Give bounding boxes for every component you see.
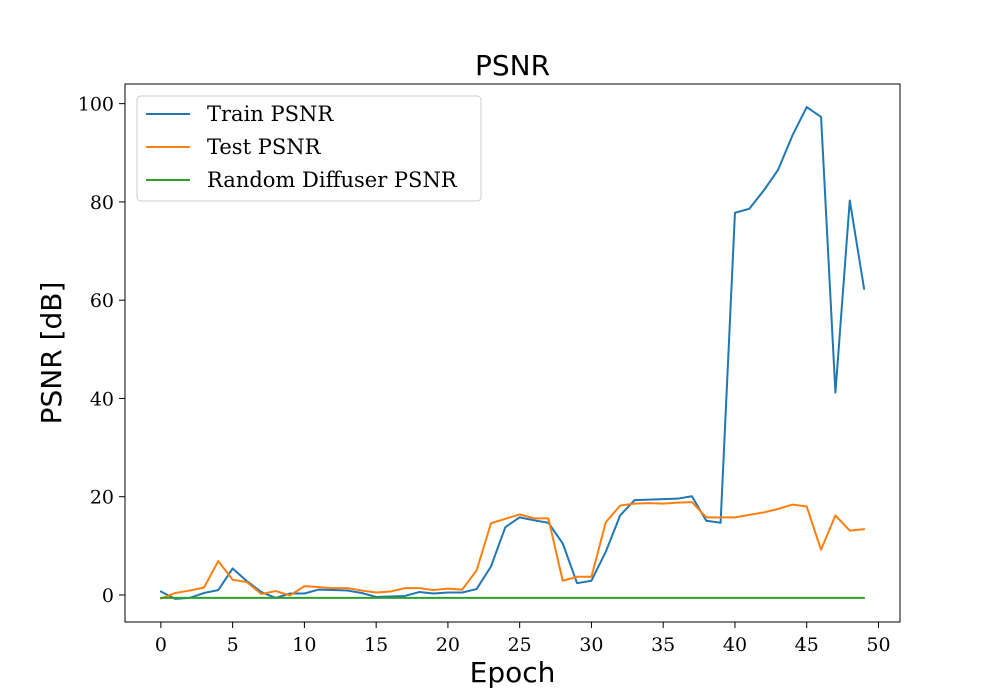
y-tick-label: 20 — [90, 487, 114, 509]
plot-area — [159, 106, 866, 600]
x-tick-label: 50 — [866, 634, 890, 656]
legend-box — [136, 95, 482, 202]
y-tick-label: 80 — [90, 192, 114, 214]
x-tick-label: 35 — [651, 634, 675, 656]
chart-title: PSNR — [475, 49, 550, 82]
x-tick-label: 20 — [436, 634, 460, 656]
legend: Train PSNR Test PSNR Random Diffuser PSNR — [136, 95, 482, 202]
x-axis-label: Epoch — [470, 656, 556, 689]
axes-frame — [124, 83, 901, 623]
y-tick-label: 60 — [90, 290, 114, 312]
x-axis: 0 5 10 15 20 25 30 35 40 45 50 — [155, 622, 891, 656]
legend-label: Random Diffuser PSNR — [207, 168, 458, 192]
x-tick-label: 0 — [155, 634, 167, 656]
x-tick-label: 30 — [579, 634, 603, 656]
x-tick-label: 40 — [723, 634, 747, 656]
x-tick-label: 5 — [227, 634, 239, 656]
y-tick-label: 0 — [102, 585, 114, 607]
legend-label: Train PSNR — [207, 102, 334, 126]
legend-label: Test PSNR — [207, 135, 322, 159]
x-tick-label: 10 — [292, 634, 316, 656]
y-tick-label: 100 — [78, 94, 114, 116]
x-tick-label: 25 — [508, 634, 532, 656]
y-axis: 0 20 40 60 80 100 — [78, 94, 125, 607]
series-line-1 — [159, 501, 866, 600]
x-tick-label: 15 — [364, 634, 388, 656]
y-axis-label: PSNR [dB] — [35, 282, 68, 425]
y-tick-label: 40 — [90, 388, 114, 410]
x-tick-label: 45 — [795, 634, 819, 656]
